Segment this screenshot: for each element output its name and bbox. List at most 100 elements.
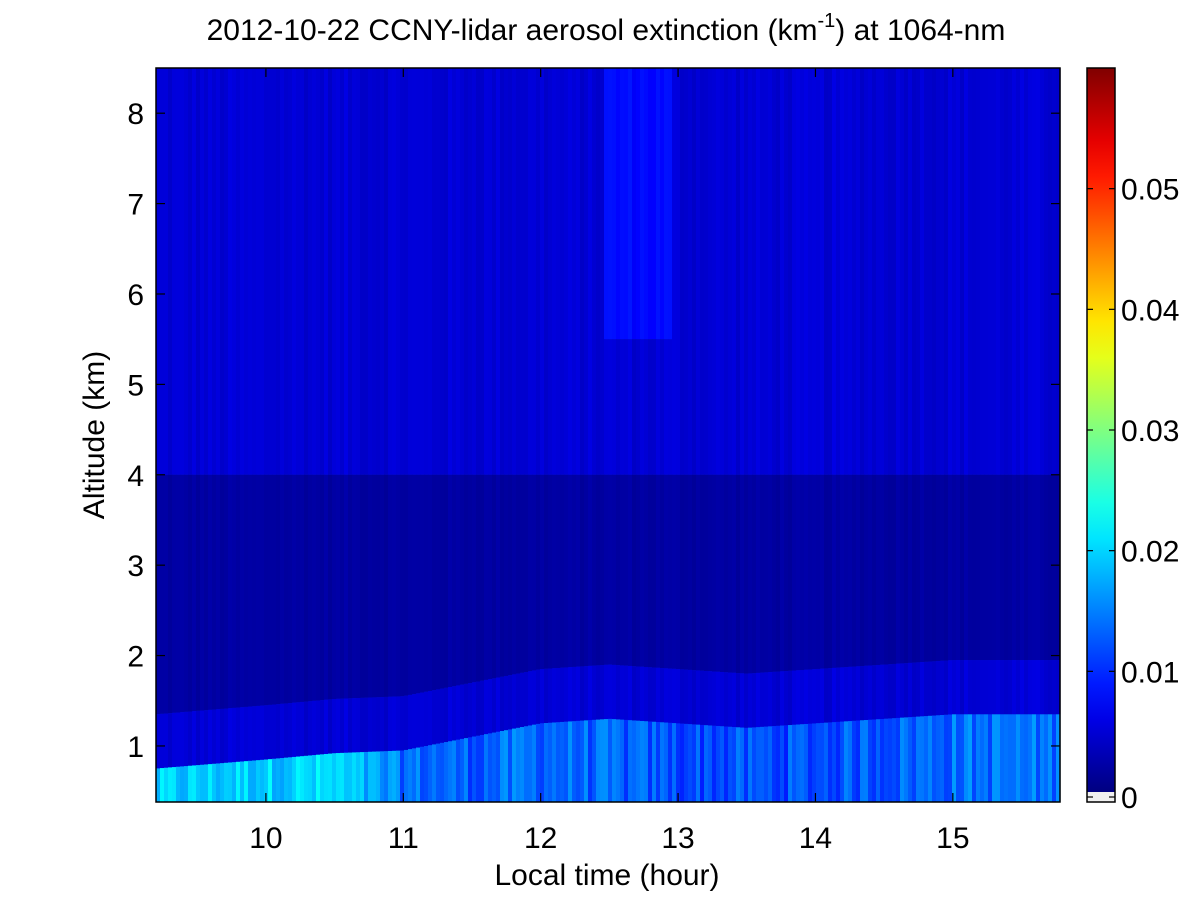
heatmap-cell (328, 753, 333, 802)
heatmap-cell (232, 68, 237, 475)
heatmap-column (864, 68, 869, 802)
heatmap-cell (568, 721, 573, 802)
heatmap-cell (1004, 660, 1009, 715)
colorbar-tick-label: 0.01 (1121, 656, 1179, 689)
heatmap-cell (1024, 474, 1029, 661)
heatmap-cell (964, 660, 969, 715)
heatmap-column (800, 68, 805, 802)
heatmap-column (620, 68, 625, 802)
heatmap-cell (1040, 714, 1045, 802)
heatmap-column (276, 68, 281, 802)
heatmap-cell (728, 68, 733, 475)
heatmap-column (624, 68, 629, 802)
heatmap-column (900, 68, 905, 802)
heatmap-cell (612, 719, 617, 802)
heatmap-cell (800, 724, 805, 802)
heatmap-cell (580, 720, 585, 802)
heatmap-cell (760, 68, 765, 475)
heatmap-column (248, 68, 253, 802)
heatmap-cell (204, 68, 209, 475)
heatmap-cell (264, 474, 269, 706)
heatmap-column (692, 68, 697, 802)
heatmap-cell (532, 68, 537, 475)
heatmap-cell (564, 721, 569, 802)
heatmap-cell (240, 761, 245, 802)
heatmap-cell (696, 68, 701, 475)
heatmap-column (852, 68, 857, 802)
heatmap-column (508, 68, 513, 802)
heatmap-cell (196, 68, 201, 475)
heatmap-cell (916, 474, 921, 663)
heatmap-column (328, 68, 333, 802)
heatmap-column (464, 68, 469, 802)
heatmap-cell (984, 68, 989, 475)
heatmap-cell (680, 68, 685, 475)
heatmap-cell (284, 703, 289, 758)
heatmap-cell (228, 68, 233, 475)
x-axis-ticks: 10 11 12 13 14 15 (249, 68, 970, 855)
heatmap-cell (272, 704, 277, 759)
heatmap-column (156, 68, 161, 802)
heatmap-cell (996, 660, 1001, 715)
heatmap-cell (216, 709, 221, 764)
heatmap-cell (960, 68, 965, 475)
heatmap-cell (492, 732, 497, 802)
heatmap-cell (320, 474, 325, 701)
heatmap-column (228, 68, 233, 802)
heatmap-column (160, 68, 165, 802)
heatmap-cell (396, 474, 401, 697)
heatmap-cell (892, 474, 897, 664)
heatmap-cell (968, 68, 973, 475)
heatmap-column (788, 68, 793, 802)
heatmap-column (320, 68, 325, 802)
heatmap-cell (304, 701, 309, 756)
heatmap-column (628, 68, 633, 802)
heatmap-column (584, 68, 589, 802)
heatmap-cell (1004, 714, 1009, 802)
heatmap-cell (432, 690, 437, 745)
heatmap-cell (280, 474, 285, 704)
heatmap-cell (688, 724, 693, 802)
heatmap-cell (184, 474, 189, 712)
heatmap-column (252, 68, 257, 802)
heatmap-cell (896, 663, 901, 718)
heatmap-cell (924, 716, 929, 802)
heatmap-cell (568, 474, 573, 668)
heatmap-cell (484, 68, 489, 475)
x-tick-label: 11 (388, 822, 419, 855)
heatmap-cell (416, 474, 421, 694)
chart-title-prefix: 2012-10-22 CCNY-lidar aerosol extinction… (207, 14, 818, 47)
heatmap-cell (736, 474, 741, 674)
heatmap-cell (504, 730, 509, 802)
heatmap-cell (628, 720, 633, 802)
heatmap-column (984, 68, 989, 802)
heatmap-cell (980, 660, 985, 715)
heatmap-cell (340, 752, 345, 802)
heatmap-column (804, 68, 809, 802)
heatmap-cell (252, 474, 257, 707)
heatmap-cell (316, 474, 321, 701)
heatmap-cell (624, 474, 629, 666)
heatmap-cell (424, 745, 429, 802)
heatmap-cell (392, 68, 397, 475)
heatmap-cell (964, 474, 969, 661)
heatmap-cell (184, 766, 189, 802)
heatmap-cell (584, 474, 589, 667)
heatmap-column (168, 68, 173, 802)
heatmap-cell (312, 700, 317, 756)
heatmap-cell (644, 474, 649, 668)
heatmap-cell (736, 727, 741, 802)
heatmap-cell (716, 671, 721, 726)
heatmap-column (548, 68, 553, 802)
heatmap-cell (816, 668, 821, 724)
heatmap-column (192, 68, 197, 802)
heatmap-column (452, 68, 457, 802)
heatmap-cell (232, 474, 237, 708)
heatmap-column (952, 68, 957, 802)
heatmap-cell (888, 664, 893, 719)
heatmap-cell (988, 660, 993, 715)
heatmap-cell (1024, 714, 1029, 802)
heatmap-cell (980, 474, 985, 661)
heatmap-cell (624, 665, 629, 720)
heatmap-cell (1052, 68, 1057, 475)
